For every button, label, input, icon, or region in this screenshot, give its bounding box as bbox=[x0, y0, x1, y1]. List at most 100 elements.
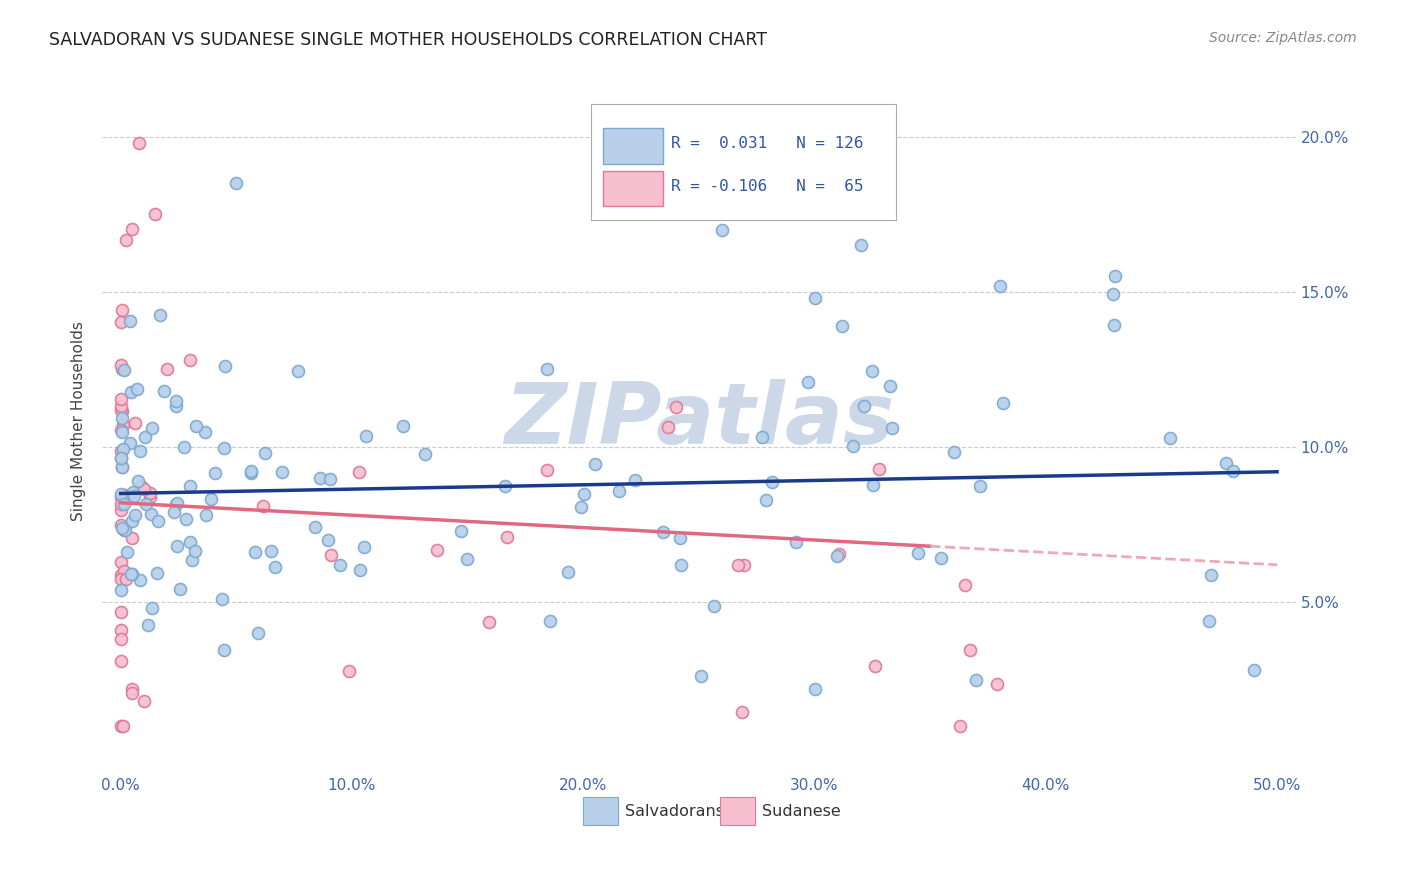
Point bbox=[988, 278, 1011, 293]
Point bbox=[450, 524, 472, 539]
Point bbox=[318, 533, 340, 547]
Point bbox=[110, 403, 132, 417]
Point bbox=[803, 291, 825, 305]
Point bbox=[110, 303, 132, 318]
Point bbox=[111, 425, 134, 439]
Point bbox=[860, 364, 883, 378]
Point bbox=[124, 508, 146, 523]
Point bbox=[942, 445, 965, 459]
Point bbox=[163, 505, 186, 519]
Point bbox=[110, 402, 132, 417]
Point bbox=[112, 362, 135, 376]
Point bbox=[112, 497, 135, 511]
Point bbox=[127, 475, 149, 489]
Point bbox=[304, 520, 326, 534]
Point bbox=[319, 548, 342, 562]
Point bbox=[179, 535, 201, 549]
Point bbox=[139, 507, 162, 521]
Point bbox=[1198, 614, 1220, 628]
Point bbox=[1104, 269, 1126, 284]
Point bbox=[413, 447, 436, 461]
Point bbox=[949, 719, 972, 733]
Point bbox=[110, 424, 132, 438]
Point bbox=[1222, 465, 1244, 479]
Point bbox=[179, 353, 201, 368]
Point bbox=[349, 563, 371, 577]
Point bbox=[134, 430, 156, 444]
Point bbox=[195, 508, 218, 522]
Point bbox=[149, 308, 172, 322]
Point bbox=[176, 512, 198, 526]
Point bbox=[110, 572, 132, 586]
Point bbox=[965, 673, 987, 687]
Point bbox=[929, 550, 952, 565]
Point bbox=[111, 411, 134, 425]
Text: R = -0.106   N =  65: R = -0.106 N = 65 bbox=[672, 178, 863, 194]
Point bbox=[426, 543, 449, 558]
Point bbox=[132, 483, 155, 497]
Point bbox=[139, 490, 162, 504]
Point bbox=[110, 392, 132, 406]
Point bbox=[329, 558, 352, 572]
Point bbox=[110, 623, 132, 637]
Point bbox=[337, 664, 360, 678]
Point bbox=[842, 439, 865, 453]
Point bbox=[609, 484, 631, 499]
Point bbox=[165, 400, 187, 414]
Point bbox=[129, 479, 152, 493]
Point bbox=[200, 492, 222, 507]
Point bbox=[110, 450, 132, 465]
Point bbox=[831, 319, 853, 334]
Point bbox=[115, 233, 138, 247]
Point bbox=[111, 362, 134, 376]
Point bbox=[880, 421, 903, 435]
Point bbox=[153, 384, 176, 398]
FancyBboxPatch shape bbox=[720, 797, 755, 825]
Point bbox=[181, 553, 204, 567]
Point bbox=[114, 572, 136, 586]
Point bbox=[572, 486, 595, 500]
Point bbox=[478, 615, 501, 629]
Point bbox=[1199, 568, 1222, 582]
FancyBboxPatch shape bbox=[583, 797, 617, 825]
Point bbox=[1243, 663, 1265, 677]
Point bbox=[111, 719, 134, 733]
Point bbox=[1215, 456, 1237, 470]
Point bbox=[571, 500, 593, 514]
Point bbox=[863, 659, 886, 673]
Point bbox=[1159, 431, 1181, 445]
Point bbox=[110, 632, 132, 646]
Point bbox=[1104, 318, 1126, 332]
Text: SALVADORAN VS SUDANESE SINGLE MOTHER HOUSEHOLDS CORRELATION CHART: SALVADORAN VS SUDANESE SINGLE MOTHER HOU… bbox=[49, 31, 768, 49]
Point bbox=[690, 669, 713, 683]
Point bbox=[907, 546, 929, 560]
Point bbox=[868, 461, 890, 475]
Point bbox=[969, 478, 991, 492]
Text: Salvadorans: Salvadorans bbox=[624, 804, 724, 819]
Point bbox=[128, 136, 150, 150]
Point bbox=[825, 549, 848, 564]
Text: R =  0.031   N = 126: R = 0.031 N = 126 bbox=[672, 136, 863, 152]
Point bbox=[585, 457, 607, 471]
FancyBboxPatch shape bbox=[603, 128, 664, 163]
Point bbox=[111, 460, 134, 475]
Point bbox=[121, 531, 143, 545]
Point bbox=[110, 654, 132, 668]
Point bbox=[146, 514, 169, 528]
Point bbox=[132, 694, 155, 708]
Point bbox=[110, 719, 132, 733]
Point bbox=[496, 530, 519, 544]
Point bbox=[166, 539, 188, 553]
Point bbox=[110, 487, 132, 501]
FancyBboxPatch shape bbox=[592, 103, 896, 220]
Point bbox=[110, 582, 132, 597]
Point bbox=[110, 459, 132, 474]
Point bbox=[214, 359, 236, 373]
Point bbox=[112, 523, 135, 537]
Point bbox=[318, 472, 340, 486]
Point bbox=[730, 705, 752, 719]
Text: Sudanese: Sudanese bbox=[762, 804, 841, 819]
Point bbox=[287, 364, 309, 378]
Point bbox=[141, 420, 163, 434]
Point bbox=[110, 451, 132, 466]
